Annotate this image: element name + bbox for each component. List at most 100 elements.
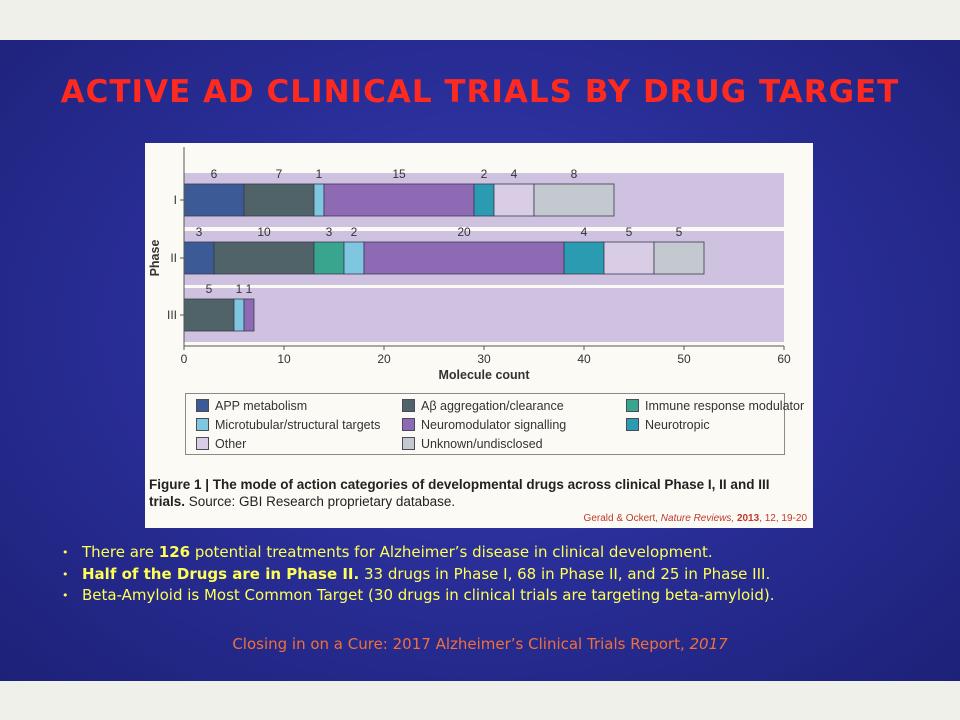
bar-segment [313, 183, 325, 217]
source-line: Closing in on a Cure: 2017 Alzheimer’s C… [0, 635, 960, 653]
bullet-dot-icon: • [62, 567, 69, 581]
data-label: 1 [246, 282, 253, 296]
legend-swatch [196, 437, 209, 450]
data-label: 3 [326, 225, 333, 239]
bar-segment [603, 241, 655, 275]
bar-segment [183, 241, 215, 275]
bullet-text: Beta-Amyloid is Most Common Target (30 d… [82, 586, 775, 604]
data-label: 5 [206, 282, 213, 296]
data-label: 4 [511, 167, 518, 181]
bar-segment [343, 241, 365, 275]
legend-item: Aβ aggregation/clearance [402, 399, 564, 413]
phase-band [184, 288, 784, 342]
stacked-bar-chart: 6 7 1 15 2 4 83 10 3 2 20 4 5 55 1 10 10 20 30 40 50 60IIIIII… [148, 147, 791, 382]
data-label: 1 [316, 167, 323, 181]
bar-segment [243, 298, 255, 332]
legend-item: APP metabolism [196, 399, 307, 413]
x-tick-label: 40 [577, 352, 591, 366]
legend-label: Microtubular/structural targets [215, 418, 381, 432]
bar-segment [533, 183, 615, 217]
figure-panel: 6 7 1 15 2 4 8 3 10 3 2 20 4 5 5 5 1 1 0 10 20 30 40 50 60 I II III… [145, 143, 813, 528]
bar-segment [183, 183, 245, 217]
bullet-item: • Beta-Amyloid is Most Common Target (30 … [62, 585, 942, 607]
data-label: 2 [481, 167, 488, 181]
data-label: 6 [211, 167, 218, 181]
y-tick-label: II [170, 251, 177, 265]
data-label: 7 [276, 167, 283, 181]
y-tick-label: III [167, 308, 177, 322]
bullet-text: There are [82, 543, 159, 561]
citation-volume: , 12, 19-20 [759, 513, 807, 524]
data-label: 5 [676, 225, 683, 239]
source-text: Closing in on a Cure: 2017 Alzheimer’s C… [232, 635, 690, 653]
bullet-item: • There are 126 potential treatments for … [62, 542, 942, 564]
bar-segment [653, 241, 705, 275]
legend-swatch [402, 418, 415, 431]
bullet-item: • Half of the Drugs are in Phase II. 33 d… [62, 564, 942, 586]
figure-caption: Figure 1 | The mode of action categories… [149, 476, 799, 510]
x-tick-label: 60 [777, 352, 791, 366]
legend-item: Neurotropic [626, 418, 710, 432]
bar-segment [313, 241, 345, 275]
bullet-dot-icon: • [62, 546, 69, 559]
legend-swatch [626, 418, 639, 431]
bullet-emphasis: Half of the Drugs are in Phase II. [82, 564, 360, 583]
source-year: 2017 [689, 635, 728, 653]
x-tick-label: 50 [677, 352, 691, 366]
bar-segment [233, 298, 245, 332]
legend-item: Other [196, 437, 246, 451]
legend-swatch [626, 399, 639, 412]
legend-swatch [196, 399, 209, 412]
bar-segment [473, 183, 495, 217]
data-label: 2 [351, 225, 358, 239]
x-tick-label: 0 [181, 352, 188, 366]
slide: ACTIVE AD CLINICAL TRIALS BY DRUG TARGET… [0, 40, 960, 681]
slide-title: ACTIVE AD CLINICAL TRIALS BY DRUG TARGET [60, 74, 900, 110]
chart-legend: APP metabolism Microtubular/structural ta… [185, 393, 804, 455]
legend-swatch [402, 437, 415, 450]
x-tick-label: 20 [377, 352, 391, 366]
bullet-dot-icon: • [62, 589, 69, 602]
legend-label: Other [215, 437, 247, 451]
data-label: 10 [257, 225, 271, 239]
figure-citation: Gerald & Ockert, Nature Reviews, 2013, 1… [584, 513, 807, 524]
bar-segment [183, 298, 235, 332]
legend-item: Immune response modulator [626, 399, 804, 413]
data-label: 20 [457, 225, 471, 239]
x-tick-label: 30 [477, 352, 491, 366]
legend-label: Unknown/undisclosed [421, 437, 543, 451]
x-axis-label: Molecule count [439, 368, 531, 382]
bar-segment [493, 183, 535, 217]
legend-item: Neuromodulator signalling [402, 418, 566, 432]
bar-segment [563, 241, 605, 275]
legend-item: Unknown/undisclosed [402, 437, 543, 451]
legend-item: Microtubular/structural targets [196, 418, 380, 432]
bar-segment [213, 241, 315, 275]
bullet-list: • There are 126 potential treatments for … [62, 542, 942, 607]
data-label: 1 [236, 282, 243, 296]
legend-label: APP metabolism [215, 399, 308, 413]
legend-label: Neurotropic [645, 418, 710, 432]
citation-journal: Nature Reviews, [660, 513, 737, 524]
legend-swatch [196, 418, 209, 431]
bar-segment [363, 241, 565, 275]
y-tick-label: I [174, 193, 177, 207]
data-label: 8 [571, 167, 578, 181]
caption-source: Source: GBI Research proprietary databas… [185, 494, 456, 509]
legend-swatch [402, 399, 415, 412]
legend-label: Neuromodulator signalling [421, 418, 567, 432]
data-label: 4 [581, 225, 588, 239]
legend-label: Aβ aggregation/clearance [421, 399, 564, 413]
bullet-emphasis: 126 [158, 543, 191, 561]
data-label: 5 [626, 225, 633, 239]
citation-year: 2013 [736, 513, 760, 524]
bar-segment [323, 183, 475, 217]
bar-segment [243, 183, 315, 217]
y-axis-label: Phase [148, 240, 162, 277]
legend-label: Immune response modulator [645, 399, 805, 413]
caption-heading: Figure 1 | The mode of action categories… [149, 477, 770, 509]
data-label: 15 [392, 167, 406, 181]
x-tick-label: 10 [277, 352, 291, 366]
data-label: 3 [196, 225, 203, 239]
